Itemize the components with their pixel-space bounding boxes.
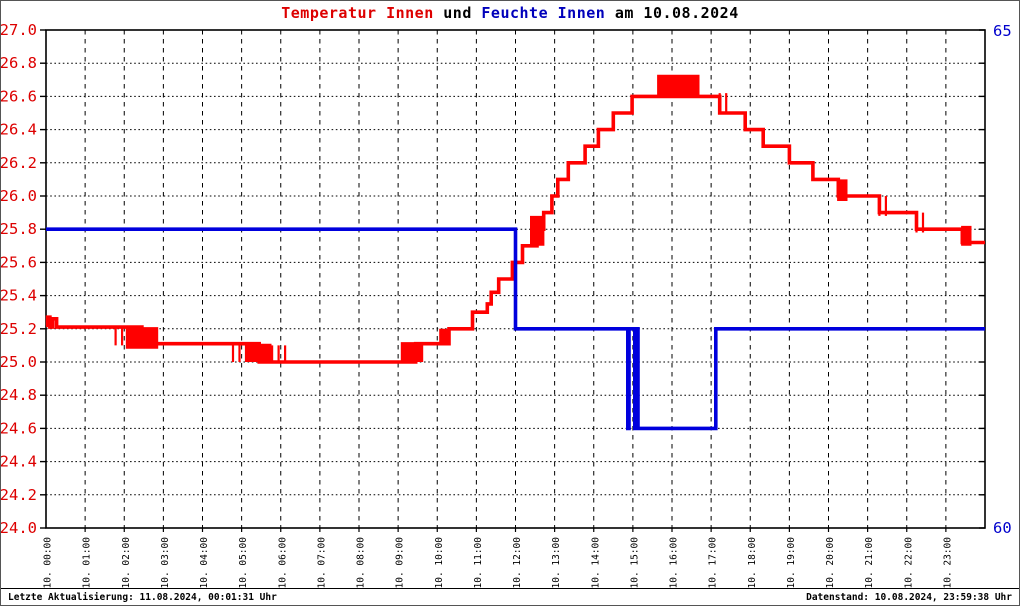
y-axis-left-tick-label: 25.8: [1, 220, 37, 238]
x-axis-tick-label: 10. 22:00: [903, 537, 914, 588]
y-axis-left-tick-label: 26.8: [1, 54, 37, 72]
x-axis-tick-label: 10. 13:00: [551, 537, 562, 588]
x-axis-tick-label: 10. 21:00: [864, 537, 875, 588]
x-axis-tick-label: 10. 07:00: [316, 537, 327, 588]
x-axis-tick-label: 10. 01:00: [82, 537, 93, 588]
y-axis-left-tick-label: 26.6: [1, 87, 37, 105]
x-axis-tick-label: 10. 11:00: [473, 537, 484, 588]
y-axis-left-tick-label: 24.0: [1, 519, 37, 537]
humidity-line: [46, 227, 985, 431]
data-timestamp-text: Datenstand: 10.08.2024, 23:59:38 Uhr: [806, 591, 1012, 603]
title-date: am 10.08.2024: [605, 4, 739, 22]
y-axis-left-tick-label: 25.6: [1, 253, 37, 271]
x-axis-tick-label: 10. 02:00: [121, 537, 132, 588]
x-axis-tick-label: 10. 03:00: [160, 537, 171, 588]
x-axis-tick-label: 10. 19:00: [786, 537, 797, 588]
y-axis-left-tick-label: 26.2: [1, 154, 37, 172]
last-update-text: Letzte Aktualisierung: 11.08.2024, 00:01…: [8, 591, 277, 603]
x-axis-tick-label: 10. 15:00: [629, 537, 640, 588]
x-axis-tick-label: 10. 09:00: [395, 537, 406, 588]
series-noise-band: [114, 327, 124, 346]
series-noise-band: [439, 328, 450, 343]
y-axis-left-tick-label: 24.4: [1, 453, 37, 471]
x-axis-tick-label: 10. 16:00: [669, 537, 680, 588]
y-axis-left-tick-label: 25.2: [1, 320, 37, 338]
title-temperature-series: Temperatur Innen: [281, 4, 434, 22]
y-axis-left-tick-label: 25.0: [1, 353, 37, 371]
y-axis-left-tick-label: 25.4: [1, 287, 37, 305]
x-axis-tick-label: 10. 20:00: [825, 537, 836, 588]
y-axis-left-tick-label: 24.2: [1, 486, 37, 504]
y-axis-left-tick-label: 24.8: [1, 386, 37, 404]
chart-title: Temperatur Innen und Feuchte Innen am 10…: [1, 4, 1019, 22]
x-axis-tick-label: 10. 14:00: [590, 537, 601, 588]
x-axis-tick-label: 10. 06:00: [277, 537, 288, 588]
series-noise-band: [657, 74, 700, 97]
chart-plot-area: 27.0 26.8 26.6 26.4 26.2 26.0 25.8 25.6 25.4 25.2…: [1, 21, 1012, 588]
title-connector: und: [433, 4, 482, 22]
x-axis-tick-label: 10. 18:00: [747, 537, 758, 588]
y-axis-right-tick-label: 60: [993, 519, 1012, 537]
status-bar: Letzte Aktualisierung: 11.08.2024, 00:01…: [1, 588, 1019, 605]
x-axis-tick-label: 10. 05:00: [238, 537, 249, 588]
y-axis-left-tick-label: 24.6: [1, 419, 37, 437]
y-axis-left-tick-label: 26.0: [1, 187, 37, 205]
title-humidity-series: Feuchte Innen: [481, 4, 606, 22]
x-axis-tick-label: 10. 10:00: [434, 537, 445, 588]
x-axis-tick-label: 10. 12:00: [512, 537, 523, 588]
series-noise-band: [231, 343, 248, 362]
x-axis-tick-label: 10. 17:00: [708, 537, 719, 588]
y-axis-left-tick-label: 27.0: [1, 21, 37, 39]
series-noise-band: [271, 345, 287, 362]
x-axis-tick-label: 10. 23:00: [942, 537, 953, 588]
x-axis-tick-label: 10. 08:00: [356, 537, 367, 588]
x-axis-tick-label: 10. 04:00: [199, 537, 210, 588]
y-axis-right-tick-label: 65: [993, 22, 1012, 40]
x-axis-tick-label: 10. 00:00: [43, 537, 54, 588]
temperature-line: [45, 94, 985, 364]
y-axis-left-tick-label: 26.4: [1, 121, 37, 139]
